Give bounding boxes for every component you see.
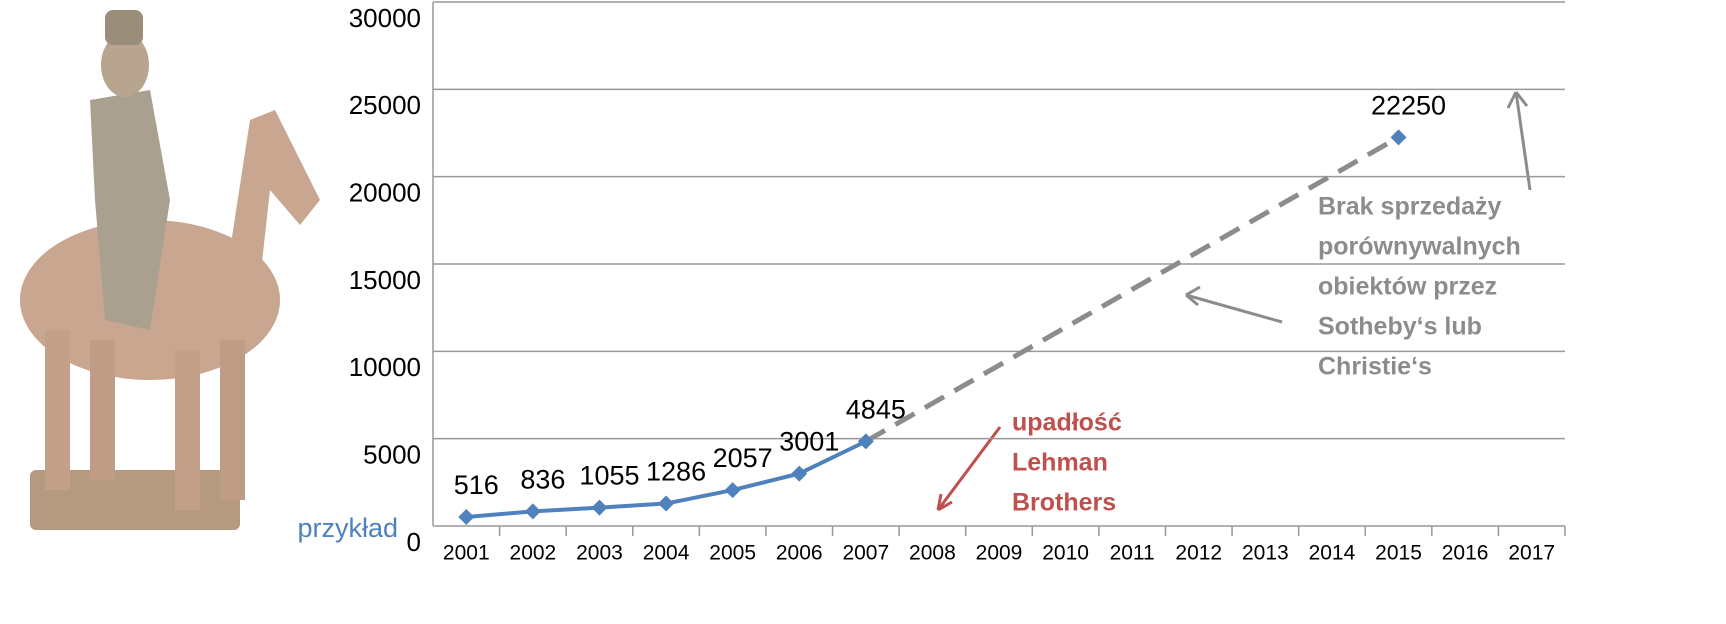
data-point — [658, 496, 674, 512]
y-tick-label: 30000 — [349, 3, 421, 33]
y-tick-label: 5000 — [363, 440, 421, 470]
data-label: 836 — [520, 465, 565, 495]
x-tick-label: 2009 — [976, 542, 1023, 565]
data-label: 22250 — [1371, 90, 1446, 120]
data-point — [1391, 129, 1407, 145]
x-tick-label: 2003 — [576, 542, 623, 565]
x-tick-label: 2004 — [643, 542, 690, 565]
y-tick-label: 0 — [407, 527, 421, 557]
data-label: 2057 — [713, 443, 773, 473]
data-point — [525, 503, 541, 519]
horse-figurine — [20, 10, 320, 530]
x-tick-label: 2015 — [1375, 542, 1422, 565]
x-tick-label: 2014 — [1309, 542, 1356, 565]
data-point — [458, 509, 474, 525]
annotation: Sotheby‘s lub — [1318, 313, 1482, 341]
x-tick-label: 2008 — [909, 542, 956, 565]
annotation: obiektów przez — [1318, 273, 1497, 301]
annotation: porównywalnych — [1318, 233, 1521, 261]
y-tick-label: 25000 — [349, 90, 421, 120]
data-label: 1055 — [579, 461, 639, 491]
x-tick-label: 2007 — [842, 542, 889, 565]
x-tick-label: 2011 — [1110, 542, 1155, 565]
annotation: Brak sprzedaży — [1318, 193, 1502, 221]
data-point — [791, 466, 807, 482]
x-tick-label: 2012 — [1175, 542, 1222, 565]
x-tick-label: 2017 — [1508, 542, 1555, 565]
data-label: 516 — [454, 470, 499, 500]
data-label: 4845 — [846, 394, 906, 424]
x-tick-label: 2013 — [1242, 542, 1289, 565]
side-label: przykład — [297, 513, 398, 543]
annotation: Lehman — [1012, 449, 1108, 477]
data-label: 1286 — [646, 457, 706, 487]
y-tick-label: 15000 — [349, 265, 421, 295]
y-tick-label: 10000 — [349, 352, 421, 382]
x-tick-label: 2005 — [709, 542, 756, 565]
x-tick-label: 2016 — [1442, 542, 1489, 565]
data-label: 3001 — [779, 427, 839, 457]
annotation-arrow — [938, 427, 1000, 510]
data-point — [725, 482, 741, 498]
annotation: Brothers — [1012, 489, 1116, 517]
y-tick-label: 20000 — [349, 178, 421, 208]
x-tick-label: 2010 — [1042, 542, 1089, 565]
data-point — [591, 500, 607, 516]
annotation-arrow — [1186, 295, 1282, 322]
annotation: Christie‘s — [1318, 353, 1432, 381]
annotation-arrow — [1516, 92, 1530, 190]
x-tick-label: 2002 — [510, 542, 557, 565]
x-tick-label: 2001 — [443, 542, 490, 565]
annotation: upadłość — [1012, 409, 1122, 437]
x-tick-label: 2006 — [776, 542, 823, 565]
chart: przykład 0 5000 10000 15000 20000 25000 30000 2… — [0, 0, 1726, 624]
